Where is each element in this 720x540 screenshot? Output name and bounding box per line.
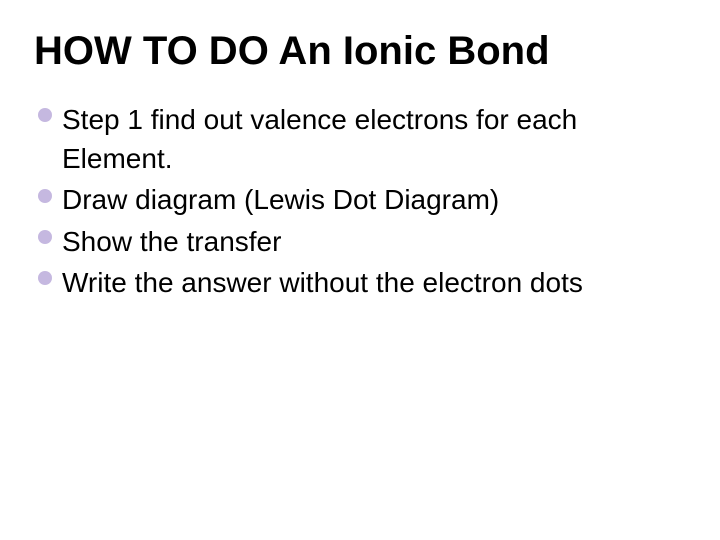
list-item: Write the answer without the electron do…	[34, 263, 686, 302]
bullet-text: Write the answer without the electron do…	[62, 267, 583, 298]
bullet-text: Step 1 find out valence electrons for ea…	[62, 104, 577, 174]
bullet-text: Show the transfer	[62, 226, 281, 257]
list-item: Draw diagram (Lewis Dot Diagram)	[34, 180, 686, 219]
bullet-list: Step 1 find out valence electrons for ea…	[34, 100, 686, 302]
bullet-icon	[38, 230, 52, 244]
list-item: Step 1 find out valence electrons for ea…	[34, 100, 686, 178]
slide-container: HOW TO DO An Ionic Bond Step 1 find out …	[0, 0, 720, 540]
bullet-icon	[38, 108, 52, 122]
bullet-text: Draw diagram (Lewis Dot Diagram)	[62, 184, 499, 215]
bullet-icon	[38, 271, 52, 285]
list-item: Show the transfer	[34, 222, 686, 261]
bullet-icon	[38, 189, 52, 203]
slide-title: HOW TO DO An Ionic Bond	[34, 28, 686, 74]
